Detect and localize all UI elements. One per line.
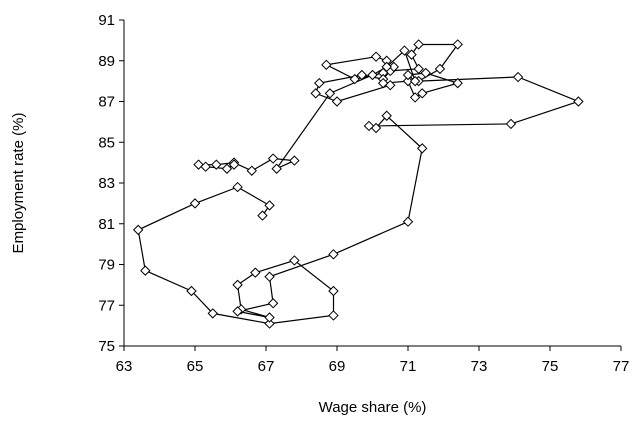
data-point-marker: [402, 216, 414, 227]
data-point-marker: [413, 39, 424, 50]
data-point-marker: [211, 159, 222, 170]
data-point-marker: [257, 210, 268, 221]
x-axis-ticks: 63 65 67 69 71 73 75 77: [116, 346, 630, 375]
data-point-marker: [321, 59, 332, 71]
y-tick-label: 75: [98, 338, 115, 355]
data-point-marker: [399, 45, 410, 56]
data-point-marker: [328, 310, 339, 321]
data-point-marker: [264, 312, 275, 323]
data-point-marker: [314, 77, 325, 89]
data-point-marker: [377, 77, 389, 89]
data-point-marker: [189, 198, 201, 209]
data-point-marker: [381, 110, 392, 121]
data-point-marker: [416, 143, 428, 154]
data-point-marker: [388, 61, 400, 73]
x-tick-label: 73: [471, 358, 488, 375]
x-tick-label: 63: [116, 358, 133, 375]
data-point-marker: [512, 71, 524, 83]
plot-area: 63 65 67 69 71 73 75 77 75 77 79 81 83 85 87 89 91: [98, 12, 629, 375]
y-axis-ticks: 75 77 79 81 83 85 87 89 91: [98, 12, 124, 355]
data-point-marker: [434, 63, 446, 75]
data-point-marker: [409, 92, 421, 103]
data-point-marker: [232, 306, 243, 317]
data-point-marker: [221, 163, 233, 174]
data-point-marker: [381, 61, 392, 73]
y-tick-label: 79: [98, 257, 115, 274]
data-point-marker: [402, 75, 414, 87]
x-tick-label: 75: [542, 358, 559, 375]
data-point-marker: [228, 159, 240, 170]
data-point-marker: [409, 75, 421, 87]
data-point-marker: [232, 279, 243, 291]
data-point-marker: [370, 51, 382, 62]
data-point-marker: [420, 67, 431, 79]
data-point-marker: [132, 224, 144, 236]
data-point-marker: [207, 308, 218, 319]
data-point-marker: [324, 88, 336, 99]
data-point-marker: [402, 69, 414, 81]
data-point-marker: [250, 267, 261, 278]
data-point-marker: [406, 49, 417, 60]
data-point-marker: [267, 298, 279, 309]
data-point-marker: [349, 73, 360, 85]
data-point-marker: [264, 318, 275, 329]
data-point-marker: [246, 165, 258, 176]
data-point-marker: [452, 77, 463, 89]
series-layer: [132, 39, 584, 329]
x-tick-label: 67: [258, 358, 275, 375]
x-axis-title: Wage share (%): [319, 399, 427, 416]
data-point-marker: [186, 285, 197, 297]
x-tick-label: 77: [613, 358, 630, 375]
x-tick-label: 69: [329, 358, 346, 375]
data-point-marker: [413, 63, 424, 75]
y-tick-label: 81: [98, 216, 115, 233]
data-point-marker: [573, 96, 584, 107]
data-point-marker: [310, 88, 321, 99]
y-tick-label: 91: [98, 12, 115, 29]
data-point-marker: [356, 69, 368, 81]
data-point-marker: [264, 200, 275, 211]
data-point-marker: [367, 69, 378, 81]
series-line: [137, 43, 581, 325]
data-point-marker: [331, 96, 343, 107]
data-point-marker: [328, 249, 339, 260]
data-point-marker: [232, 181, 243, 193]
data-point-marker: [416, 88, 428, 99]
x-tick-label: 65: [187, 358, 204, 375]
y-tick-label: 85: [98, 134, 115, 151]
data-point-marker: [264, 271, 275, 282]
data-point-marker: [267, 153, 279, 164]
data-point-marker: [363, 120, 375, 132]
y-tick-label: 87: [98, 94, 115, 111]
data-point-marker: [200, 161, 211, 172]
data-point-marker: [271, 163, 282, 174]
y-tick-label: 77: [98, 297, 115, 314]
data-point-marker: [505, 118, 517, 130]
y-tick-label: 83: [98, 175, 115, 192]
data-point-marker: [328, 285, 339, 297]
data-point-marker: [289, 155, 300, 166]
y-axis-title: Employment rate (%): [10, 113, 27, 254]
y-tick-label: 89: [98, 53, 115, 70]
data-point-marker: [289, 255, 300, 266]
data-point-marker: [452, 39, 463, 50]
data-point-marker: [140, 265, 151, 276]
x-tick-label: 71: [400, 358, 417, 375]
